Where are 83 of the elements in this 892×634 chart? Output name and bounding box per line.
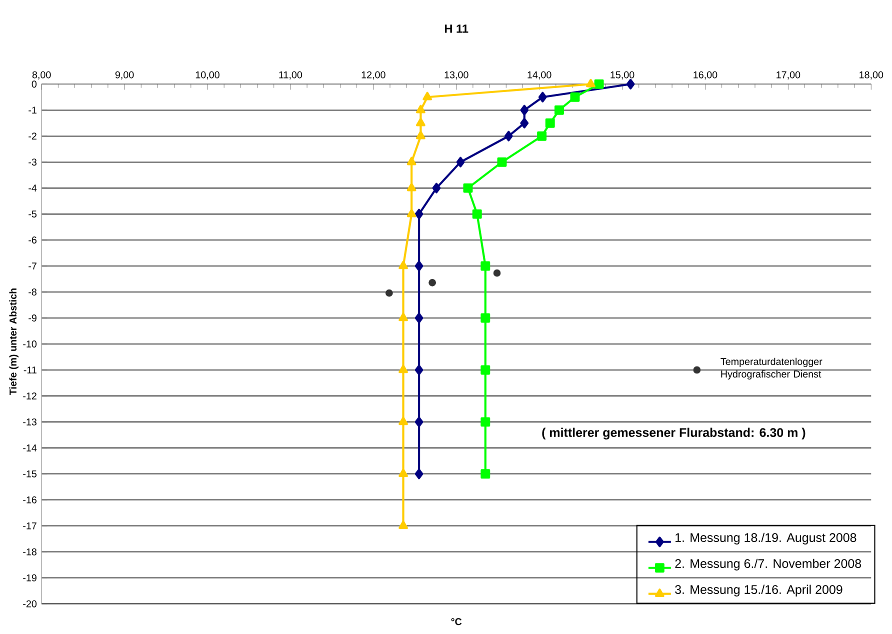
- x-tick-label: 8,00: [32, 72, 51, 80]
- point: [594, 80, 604, 90]
- point: [538, 92, 547, 103]
- legend-label: 1. Messung 18./19. August 2008: [676, 533, 856, 545]
- y-tick-label: -6: [28, 236, 37, 244]
- point: [398, 468, 408, 478]
- point: [406, 209, 416, 218]
- point: [570, 92, 580, 102]
- point: [385, 290, 393, 297]
- point: [520, 118, 529, 129]
- point: [398, 364, 408, 374]
- point: [428, 279, 436, 287]
- x-tick-label: 13,00: [444, 72, 468, 80]
- y-tick-label: -5: [28, 210, 37, 218]
- legend-label: Temperaturdatenlogger Hydrografischer Dienst: [720, 358, 822, 380]
- point: [504, 131, 513, 142]
- y-tick-label: -9: [28, 314, 36, 322]
- point: [586, 79, 596, 88]
- point: [472, 210, 482, 220]
- point: [493, 270, 501, 277]
- y-tick-label: -10: [23, 340, 37, 348]
- x-tick-label: 9,00: [115, 72, 134, 80]
- y-tick-label: -13: [23, 418, 37, 426]
- x-tick-label: 17,00: [776, 72, 800, 80]
- point: [416, 105, 426, 114]
- point: [398, 416, 408, 426]
- point: [416, 131, 426, 140]
- point: [456, 157, 465, 168]
- point: [414, 416, 424, 428]
- y-tick-label: -4: [28, 184, 37, 192]
- legend-label: 3. Messung 15./16. April 2009: [675, 585, 842, 597]
- x-tick-label: 18,00: [860, 72, 884, 80]
- point: [480, 262, 490, 271]
- point: [422, 92, 432, 101]
- y-axis-title: Tiefe (m) unter Abstich: [9, 288, 18, 396]
- point: [406, 157, 416, 166]
- y-tick-label: -2: [28, 132, 36, 140]
- point: [480, 469, 490, 479]
- y-tick-label: -14: [23, 444, 37, 452]
- point: [497, 158, 507, 168]
- y-tick-label: -20: [23, 600, 37, 608]
- y-tick-label: -16: [23, 496, 37, 504]
- point: [545, 118, 555, 128]
- y-tick-label: -19: [23, 574, 36, 582]
- chart-title: H 11: [444, 24, 468, 33]
- point: [416, 118, 426, 126]
- point: [398, 260, 408, 270]
- point: [406, 183, 416, 192]
- y-tick-label: -1: [28, 106, 36, 114]
- point: [480, 417, 490, 427]
- point: [414, 260, 424, 272]
- point: [480, 313, 490, 323]
- point: [414, 209, 424, 220]
- point: [520, 105, 529, 116]
- y-tick-label: 0: [32, 80, 37, 88]
- y-tick-label: -8: [28, 288, 37, 296]
- x-axis-title: °C: [451, 618, 462, 626]
- y-tick-label: -12: [23, 392, 36, 400]
- point: [414, 468, 424, 480]
- y-tick-label: -17: [23, 522, 36, 530]
- x-tick-label: 11,00: [279, 72, 302, 80]
- point: [463, 184, 473, 194]
- point: [537, 132, 547, 142]
- x-tick-label: 12,00: [362, 72, 386, 80]
- point: [398, 312, 408, 322]
- point: [480, 365, 490, 375]
- x-tick-label: 16,00: [694, 72, 718, 80]
- point: [626, 79, 635, 90]
- point: [554, 106, 564, 116]
- y-tick-label: -7: [28, 262, 36, 270]
- x-tick-label: 15,00: [610, 72, 634, 80]
- y-tick-label: -15: [23, 470, 37, 478]
- x-tick-label: 10,00: [196, 72, 220, 80]
- point: [414, 364, 424, 376]
- x-tick-label: 14,00: [528, 72, 552, 80]
- point: [398, 520, 408, 530]
- annotation: ( mittlerer gemessener Flurabstand: 6.30 m ): [542, 428, 806, 440]
- point: [432, 183, 441, 194]
- y-tick-label: -11: [24, 366, 36, 374]
- legend-label: 2. Messung 6./7. November 2008: [675, 559, 862, 571]
- y-tick-label: -3: [28, 158, 37, 166]
- y-tick-label: -18: [23, 548, 37, 556]
- point: [414, 312, 424, 324]
